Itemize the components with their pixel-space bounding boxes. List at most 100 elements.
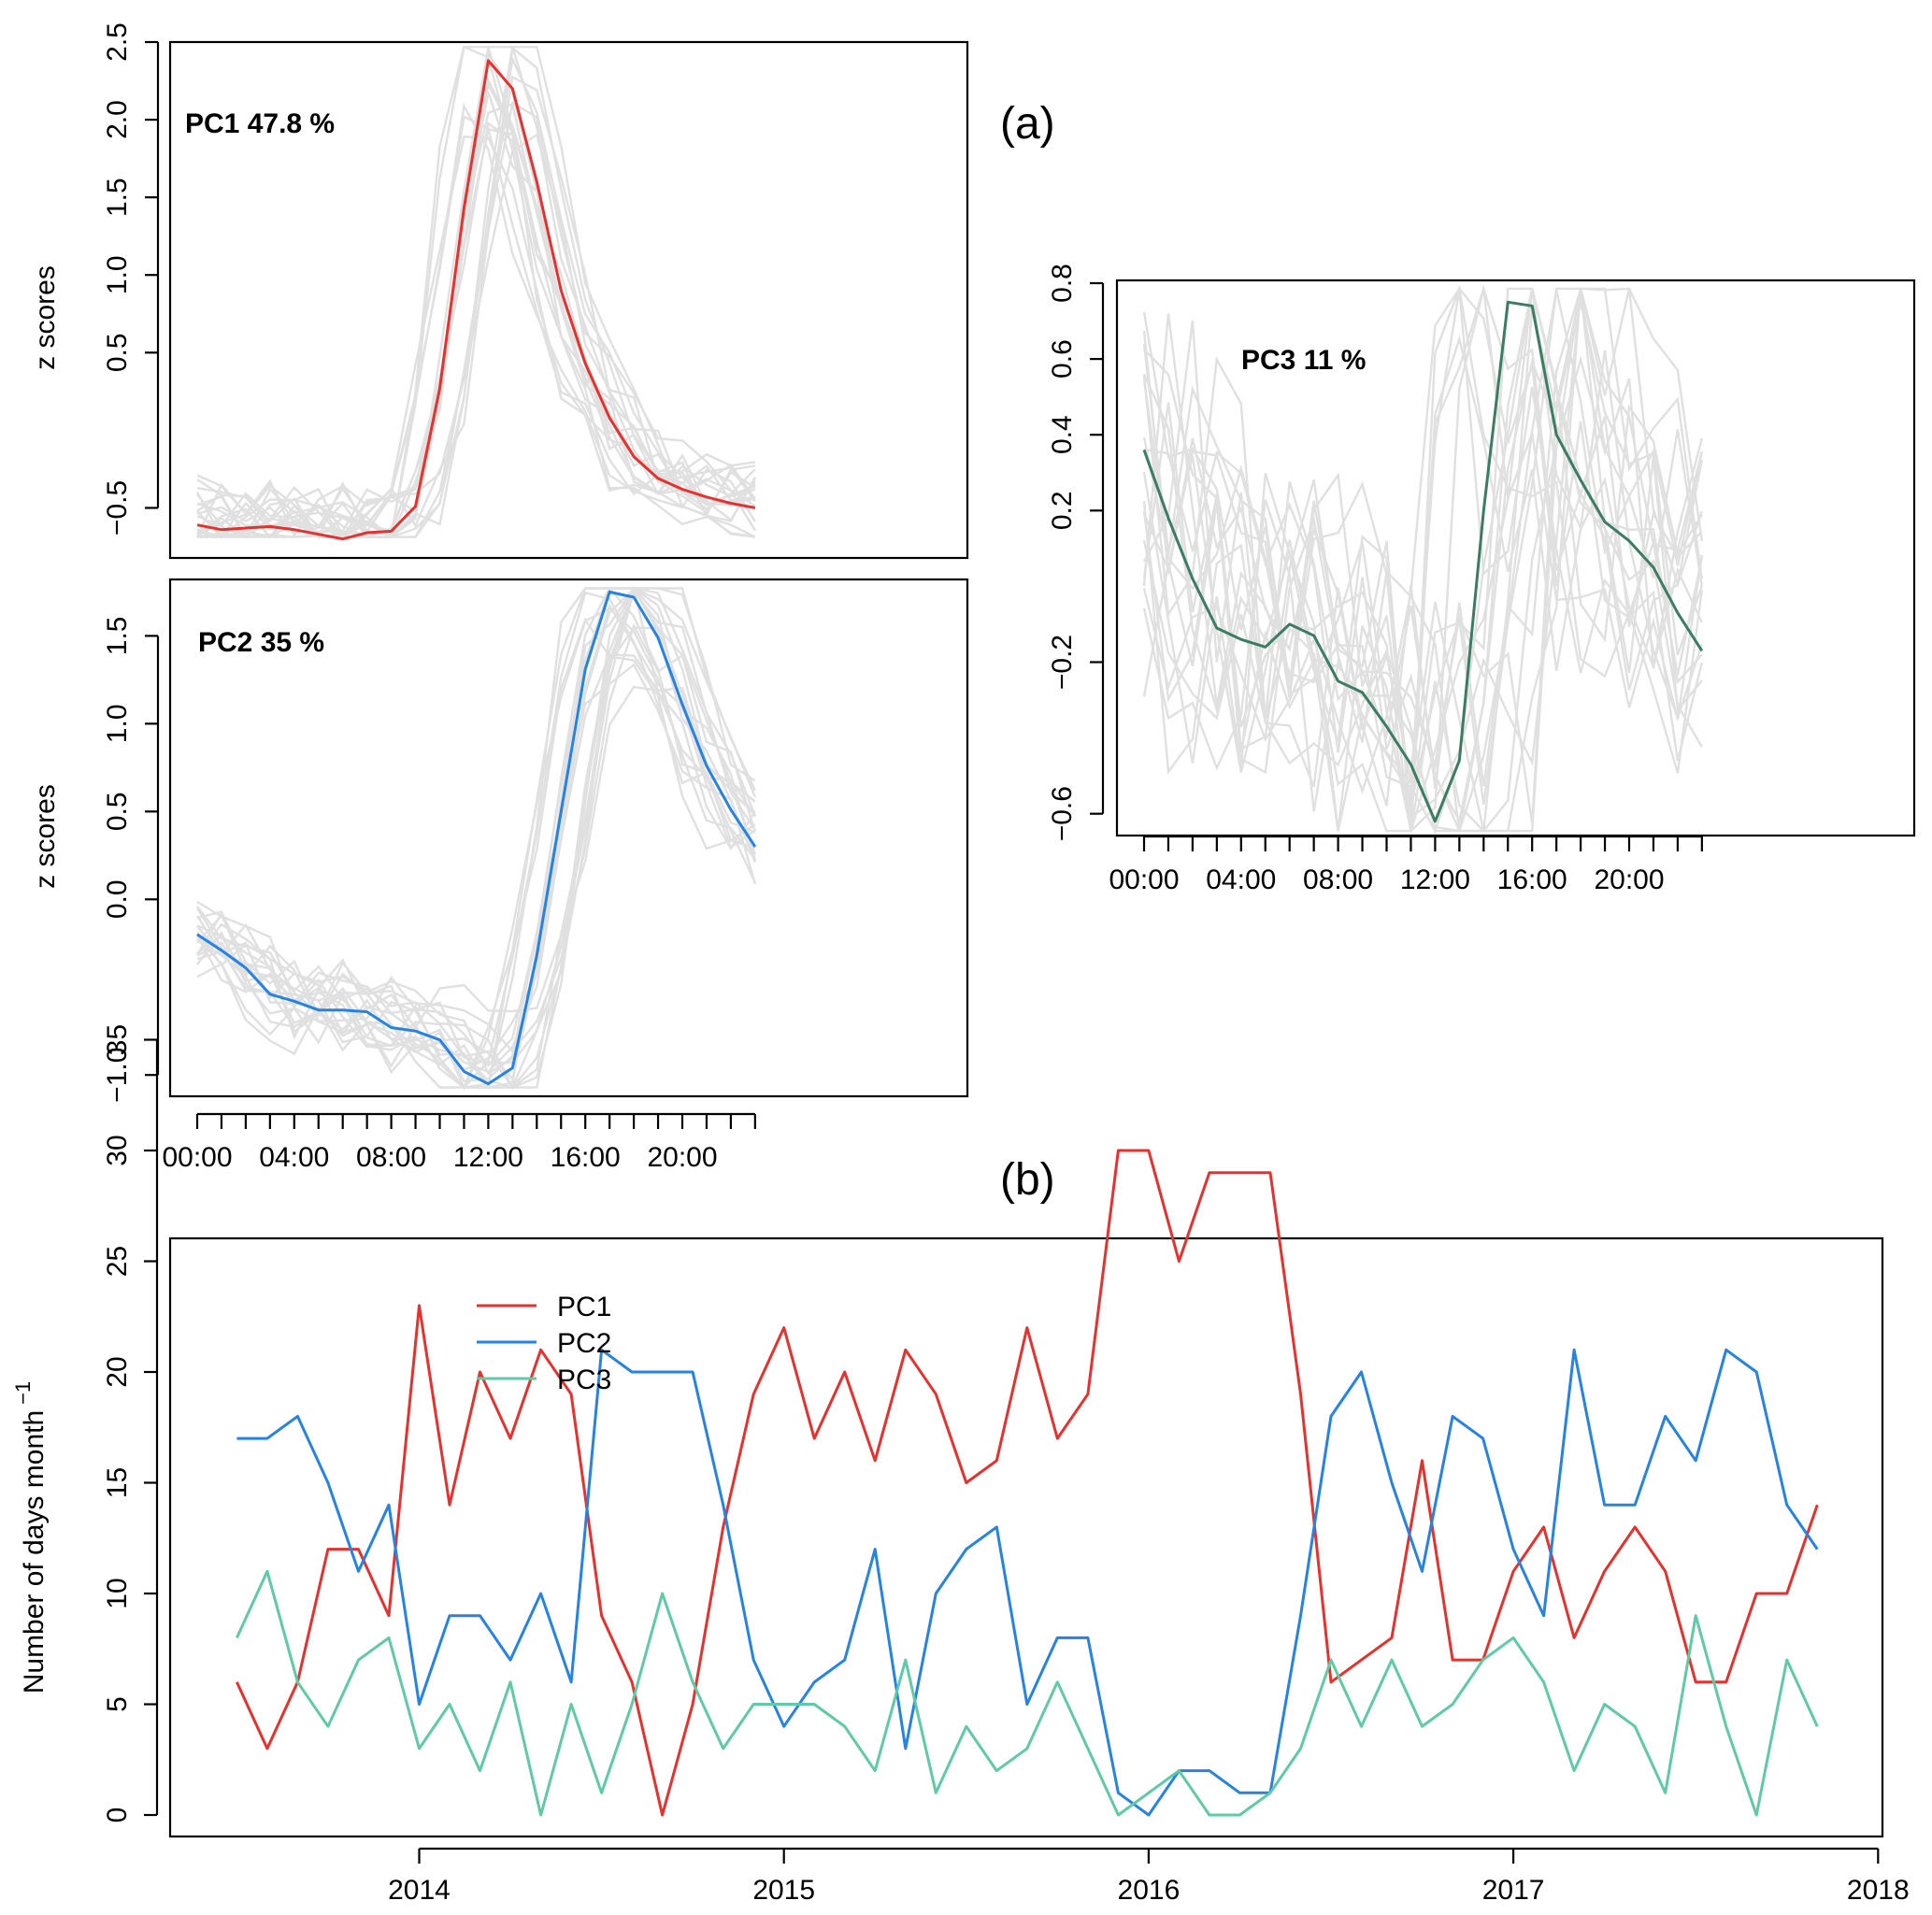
pc2-x-tick-label: 04:00 bbox=[259, 1142, 329, 1173]
pc3-background-line bbox=[1142, 288, 1703, 836]
pc3-loading-line bbox=[1142, 300, 1704, 823]
pc3-title: PC3 11 % bbox=[1241, 345, 1366, 376]
pc2-y-tick-label: 1.5 bbox=[102, 617, 133, 656]
pc2-background-line bbox=[196, 587, 756, 1089]
pc2-loading-chart: −1.0 0.0 0.5 1.0 1.5 00:00 04:00 08:00 12:00 16:… bbox=[30, 578, 969, 1173]
monthly-y-label: Number of days month −1 bbox=[11, 1381, 50, 1694]
pc1-background-line bbox=[196, 102, 756, 539]
pc3-background-line bbox=[1142, 284, 1703, 834]
pc1-title: PC1 47.8 % bbox=[185, 108, 335, 139]
pc3-background-line bbox=[1142, 287, 1703, 833]
legend-pc2-label: PC2 bbox=[557, 1328, 611, 1359]
panel-b-label: (b) bbox=[1000, 1155, 1055, 1205]
pc3-y-tick-label: −0.6 bbox=[1047, 786, 1078, 841]
pc1-background-line bbox=[196, 45, 756, 538]
pc2-background-line bbox=[196, 591, 756, 1090]
pc2-background-line bbox=[196, 587, 757, 1089]
pc2-y-tick-label: 0.5 bbox=[102, 792, 133, 831]
pc3-background-line bbox=[1142, 291, 1703, 824]
legend-pc1-label: PC1 bbox=[557, 1292, 611, 1322]
monthly-pc1-line bbox=[236, 1149, 1819, 1817]
panel-a-label: (a) bbox=[1000, 99, 1055, 149]
pc1-main-line bbox=[196, 59, 756, 541]
pc2-title: PC2 35 % bbox=[198, 627, 324, 658]
pc2-x-tick-label: 20:00 bbox=[647, 1142, 717, 1173]
pc3-x-tick-label: 08:00 bbox=[1303, 865, 1373, 895]
monthly-plot-frame bbox=[168, 1236, 1884, 1838]
pc3-x-axis: 00:00 04:00 08:00 12:00 16:00 20:00 bbox=[1109, 835, 1703, 895]
pc2-x-tick-label: 12:00 bbox=[453, 1142, 523, 1173]
pc1-plot-frame bbox=[168, 40, 969, 560]
pc2-background-lines bbox=[195, 586, 757, 1091]
pc3-background-line bbox=[1142, 288, 1703, 807]
monthly-pc3-line bbox=[236, 1569, 1819, 1817]
pc3-background-lines bbox=[1142, 284, 1703, 836]
pc3-y-tick-label: 0.2 bbox=[1047, 491, 1078, 530]
pc3-background-line bbox=[1142, 285, 1703, 795]
monthly-legend: PC1 PC2 PC3 bbox=[477, 1292, 611, 1395]
monthly-y-tick-label: 35 bbox=[102, 1024, 133, 1055]
pc2-y-tick-label: 1.0 bbox=[102, 704, 133, 743]
pc2-y-axis: −1.0 0.0 0.5 1.0 1.5 bbox=[102, 617, 160, 1103]
pc3-x-tick-label: 04:00 bbox=[1206, 865, 1276, 895]
monthly-series bbox=[236, 1149, 1819, 1817]
monthly-y-axis: 0 5 10 15 20 25 30 35 bbox=[102, 1024, 159, 1823]
pc2-background-line bbox=[196, 587, 756, 1090]
pc2-x-axis: 00:00 04:00 08:00 12:00 16:00 20:00 bbox=[162, 1112, 756, 1173]
pc1-loading-chart: −0.5 0.5 1.0 1.5 2.0 2.5 PC1 47.8 % z scores bbox=[30, 22, 969, 560]
pc3-y-tick-label: −0.2 bbox=[1047, 635, 1078, 690]
pc3-y-tick-label: 0.8 bbox=[1047, 264, 1078, 303]
pc3-y-tick-label: 0.4 bbox=[1047, 415, 1078, 454]
monthly-x-tick-label: 2017 bbox=[1482, 1875, 1545, 1906]
pc1-background-line bbox=[197, 46, 756, 538]
pc2-plot-frame bbox=[168, 578, 969, 1098]
monthly-y-tick-label: 5 bbox=[102, 1696, 133, 1712]
pc2-x-tick-label: 00:00 bbox=[162, 1142, 232, 1173]
pc2-y-label: z scores bbox=[30, 784, 61, 889]
pc1-y-tick-label: −0.5 bbox=[102, 480, 133, 536]
monthly-y-tick-label: 15 bbox=[102, 1467, 133, 1498]
pc1-y-label: z scores bbox=[30, 265, 61, 370]
monthly-days-chart: 0 5 10 15 20 25 30 35 2014 2015 2016 2017 2018 PC1 … bbox=[11, 1024, 1910, 1906]
pc3-x-tick-label: 12:00 bbox=[1400, 865, 1470, 895]
monthly-x-tick-label: 2016 bbox=[1118, 1875, 1181, 1906]
monthly-y-tick-label: 10 bbox=[102, 1578, 133, 1608]
pc2-x-tick-label: 08:00 bbox=[356, 1142, 426, 1173]
pc3-background-line bbox=[1142, 287, 1703, 815]
pc1-y-axis: −0.5 0.5 1.0 1.5 2.0 2.5 bbox=[102, 22, 160, 536]
monthly-x-tick-label: 2018 bbox=[1847, 1875, 1910, 1906]
monthly-y-label-superscript: −1 bbox=[11, 1381, 35, 1405]
monthly-x-tick-label: 2015 bbox=[752, 1875, 815, 1906]
pc2-background-line bbox=[196, 685, 757, 1030]
pc3-x-tick-label: 16:00 bbox=[1497, 865, 1567, 895]
monthly-y-tick-label: 20 bbox=[102, 1356, 133, 1387]
legend-pc3-label: PC3 bbox=[557, 1365, 611, 1395]
pc1-background-line bbox=[196, 81, 756, 539]
pc2-background-line bbox=[195, 587, 756, 1082]
pc1-y-tick-label: 2.0 bbox=[102, 100, 133, 139]
pc3-x-tick-label: 00:00 bbox=[1109, 865, 1179, 895]
pc2-main-line bbox=[196, 590, 757, 1086]
pc3-background-line bbox=[1142, 290, 1703, 833]
pc2-loading-line bbox=[196, 590, 757, 1086]
monthly-y-tick-label: 0 bbox=[102, 1808, 133, 1823]
pc1-loading-line bbox=[196, 59, 756, 541]
pc2-x-tick-label: 16:00 bbox=[551, 1142, 621, 1173]
pc3-x-tick-label: 20:00 bbox=[1594, 865, 1664, 895]
pc1-background-line bbox=[195, 92, 756, 539]
pc3-loading-chart: −0.6 −0.2 0.2 0.4 0.6 0.8 00:00 04:00 08:00 12:0… bbox=[1047, 264, 1916, 895]
monthly-pc2-line bbox=[236, 1348, 1819, 1817]
monthly-y-tick-label: 30 bbox=[102, 1135, 133, 1165]
pc1-y-tick-label: 1.0 bbox=[102, 255, 133, 294]
monthly-x-tick-label: 2014 bbox=[388, 1875, 451, 1906]
pc1-y-tick-label: 0.5 bbox=[102, 333, 133, 372]
pc3-main-line bbox=[1142, 300, 1704, 823]
pc3-background-line bbox=[1142, 286, 1703, 833]
pc1-y-tick-label: 2.5 bbox=[102, 22, 133, 62]
pc2-y-tick-label: −1.0 bbox=[102, 1048, 133, 1103]
pc3-y-tick-label: 0.6 bbox=[1047, 339, 1078, 379]
monthly-y-label-text: Number of days month bbox=[19, 1410, 50, 1693]
pc2-background-line bbox=[196, 587, 756, 1089]
pc2-y-tick-label: 0.0 bbox=[102, 879, 133, 919]
